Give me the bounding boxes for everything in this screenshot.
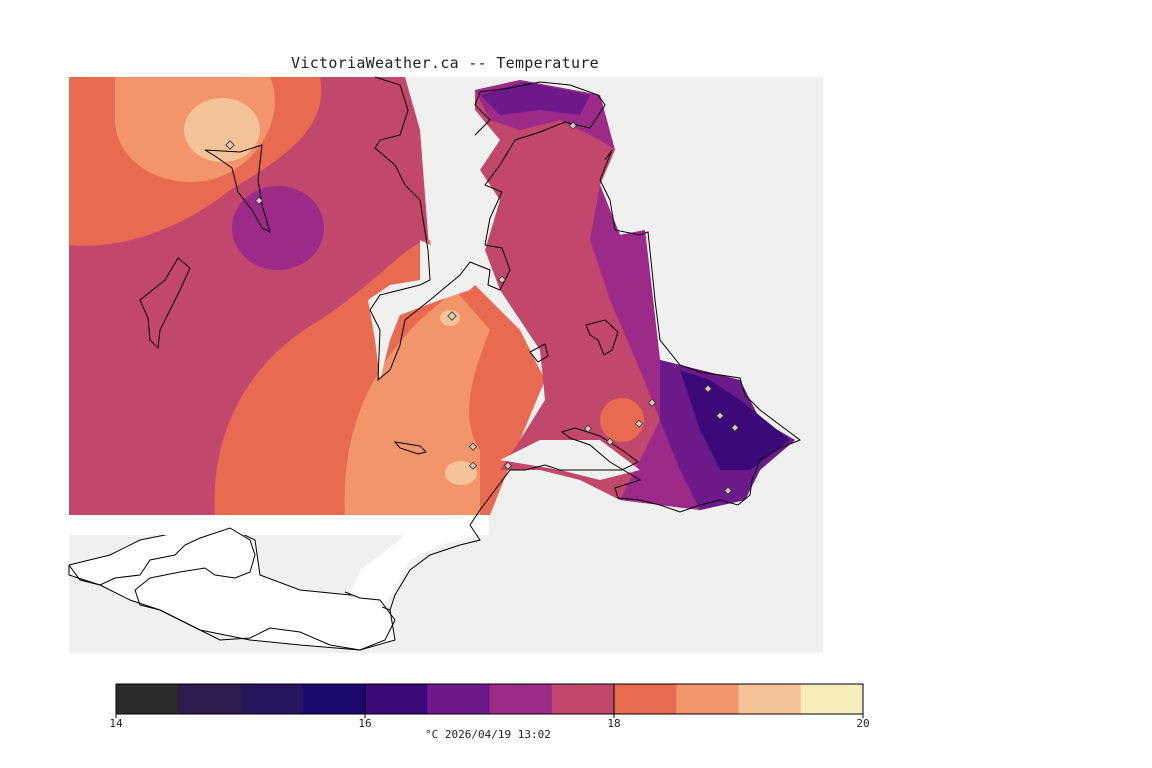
temperature-zone-cool-pocket — [232, 186, 324, 270]
coastlines — [68, 76, 802, 651]
temperature-zone-east-warm-spot — [600, 398, 644, 442]
station-marker — [605, 437, 615, 446]
station-marker — [730, 423, 740, 432]
legend-tick: 18 — [607, 717, 621, 730]
station-marker — [447, 311, 457, 321]
legend-swatch — [614, 684, 677, 714]
station-markers — [225, 121, 740, 495]
map-title: VictoriaWeather.ca -- Temperature — [291, 54, 599, 72]
station-marker — [468, 461, 478, 470]
legend-tick: 20 — [856, 717, 870, 730]
station-marker — [225, 140, 235, 150]
legend-tick: 16 — [358, 717, 372, 730]
station-marker — [723, 486, 733, 495]
station-marker — [497, 275, 507, 284]
station-marker — [583, 424, 593, 433]
station-marker — [468, 442, 478, 451]
legend-swatch — [178, 684, 241, 714]
legend-tick: 14 — [109, 717, 123, 730]
legend-swatch — [551, 684, 615, 714]
us-land-strip — [69, 515, 489, 535]
station-marker — [254, 196, 264, 205]
legend-swatch — [240, 684, 304, 714]
temperature-zone-north-colder — [480, 82, 590, 115]
legend-caption: °C 2026/04/19 13:02 — [425, 728, 551, 741]
station-marker — [647, 398, 657, 407]
legend-swatch — [427, 684, 490, 714]
legend-swatch — [489, 684, 553, 714]
station-marker — [715, 411, 725, 420]
legend-colorbar — [115, 683, 864, 718]
station-marker — [568, 121, 578, 130]
temperature-zone-east-coldest — [680, 370, 790, 470]
station-marker — [634, 419, 644, 428]
temperature-zone-south-peak — [445, 461, 477, 485]
legend-swatch — [116, 684, 179, 714]
legend-swatch — [302, 684, 366, 714]
legend-swatch — [738, 684, 802, 714]
legend-swatch — [365, 684, 428, 714]
legend-swatch — [676, 684, 739, 714]
station-marker — [703, 384, 713, 393]
us-land-east — [350, 515, 490, 610]
temperature-zone-south-warmer — [344, 290, 490, 515]
station-marker — [503, 461, 513, 470]
temperature-zone-nw-peak — [184, 98, 260, 162]
legend-swatch — [800, 684, 864, 714]
